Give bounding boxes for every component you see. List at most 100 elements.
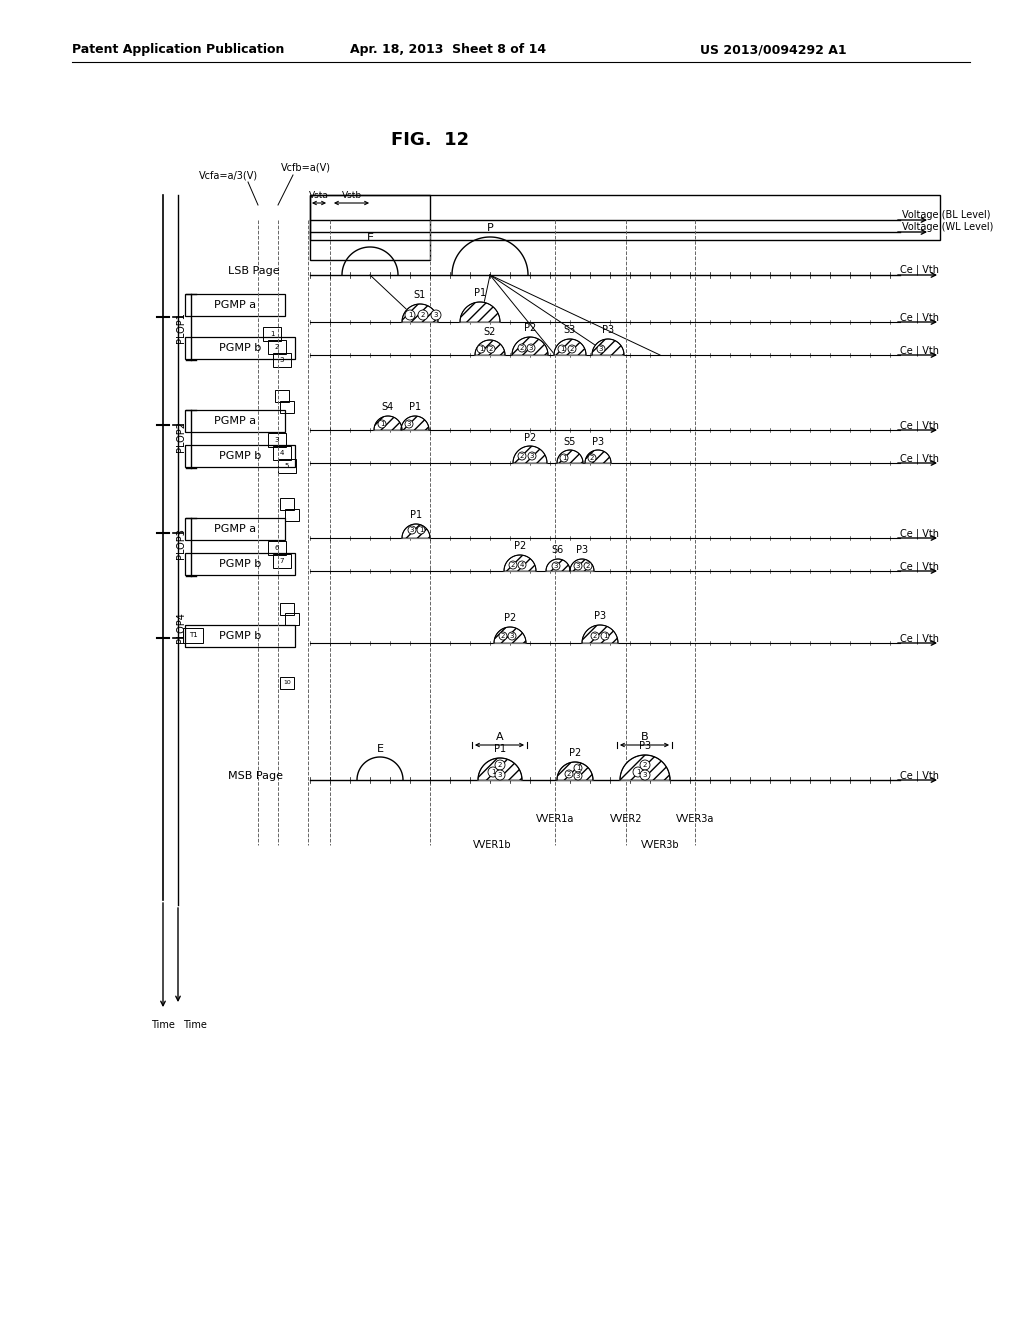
Polygon shape	[374, 416, 402, 430]
Bar	[280, 603, 294, 615]
Text: Ce | Vth: Ce | Vth	[900, 265, 939, 276]
Circle shape	[418, 310, 428, 319]
Text: VVER2: VVER2	[609, 814, 642, 824]
Circle shape	[574, 764, 582, 772]
Bar	[268, 433, 286, 447]
Text: 3: 3	[643, 772, 647, 777]
Circle shape	[509, 561, 517, 569]
Circle shape	[528, 451, 536, 459]
Text: 3: 3	[274, 437, 280, 444]
Text: 1: 1	[560, 346, 564, 352]
Polygon shape	[402, 524, 430, 539]
Text: 1: 1	[408, 312, 413, 318]
Text: PGMP b: PGMP b	[219, 558, 261, 569]
Text: 2: 2	[567, 771, 571, 777]
Polygon shape	[494, 627, 526, 643]
Text: 3: 3	[407, 421, 412, 426]
Text: 4: 4	[520, 562, 524, 568]
Text: Vsta: Vsta	[309, 191, 329, 201]
Polygon shape	[475, 341, 505, 355]
Polygon shape	[554, 339, 586, 355]
Bar	[280, 677, 294, 689]
Text: 3: 3	[575, 774, 581, 779]
Bar	[185, 294, 285, 315]
Text: P1: P1	[409, 403, 421, 412]
Text: Ce | Vth: Ce | Vth	[900, 529, 939, 540]
Bar	[185, 411, 285, 432]
Circle shape	[406, 310, 415, 319]
Text: 1: 1	[490, 770, 496, 775]
Text: 2: 2	[520, 453, 524, 459]
Text: VVER3a: VVER3a	[676, 814, 714, 824]
Text: PLOP1: PLOP1	[176, 313, 186, 343]
Circle shape	[406, 420, 413, 428]
Text: PGMP b: PGMP b	[219, 631, 261, 642]
Bar	[268, 541, 286, 554]
Bar	[185, 445, 295, 467]
Polygon shape	[546, 558, 570, 572]
Text: 1: 1	[562, 455, 566, 461]
Text: P3: P3	[575, 545, 588, 554]
Text: Ce | Vth: Ce | Vth	[900, 634, 939, 644]
Text: PLOP2: PLOP2	[176, 421, 186, 451]
Text: S5: S5	[564, 437, 577, 447]
Circle shape	[495, 760, 505, 770]
Bar	[278, 459, 296, 473]
Text: 7: 7	[280, 558, 285, 564]
Circle shape	[518, 561, 526, 569]
Text: P2: P2	[514, 541, 526, 550]
Bar	[280, 401, 294, 413]
Circle shape	[518, 345, 526, 352]
Text: P2: P2	[504, 612, 516, 623]
Text: VVER1b: VVER1b	[473, 840, 511, 850]
Polygon shape	[557, 450, 583, 463]
Circle shape	[431, 310, 441, 319]
Polygon shape	[401, 416, 429, 430]
Text: Ce | Vth: Ce | Vth	[900, 313, 939, 323]
Circle shape	[552, 562, 560, 570]
Text: Ce | Vth: Ce | Vth	[900, 421, 939, 432]
Circle shape	[584, 562, 592, 570]
Circle shape	[499, 632, 507, 640]
Text: T1: T1	[188, 632, 198, 638]
Text: P3: P3	[592, 437, 604, 447]
Text: Voltage (WL Level): Voltage (WL Level)	[902, 222, 993, 232]
Text: Ce | Vth: Ce | Vth	[900, 346, 939, 356]
Text: 2: 2	[498, 762, 502, 768]
Polygon shape	[592, 339, 624, 355]
Text: 3: 3	[510, 634, 514, 639]
Bar	[185, 624, 295, 647]
Bar	[185, 517, 285, 540]
Circle shape	[408, 525, 416, 535]
Text: 2: 2	[593, 634, 597, 639]
Text: P3: P3	[594, 611, 606, 620]
Text: S4: S4	[382, 403, 394, 412]
Polygon shape	[582, 624, 618, 643]
Text: PGMP b: PGMP b	[219, 451, 261, 461]
Text: Patent Application Publication: Patent Application Publication	[72, 44, 285, 57]
Bar	[185, 337, 295, 359]
Polygon shape	[478, 758, 522, 780]
Text: 2: 2	[421, 312, 425, 318]
Text: Time: Time	[152, 1020, 175, 1030]
Circle shape	[560, 454, 568, 462]
Circle shape	[508, 632, 516, 640]
Circle shape	[574, 772, 582, 780]
Bar	[185, 553, 295, 576]
Text: 2: 2	[274, 345, 280, 350]
Text: 3: 3	[498, 772, 502, 777]
Text: 1: 1	[575, 766, 581, 771]
Circle shape	[527, 345, 535, 352]
Circle shape	[518, 451, 526, 459]
Bar	[263, 327, 281, 341]
Polygon shape	[512, 337, 548, 355]
Text: P3: P3	[602, 325, 614, 335]
Text: E: E	[377, 744, 384, 754]
Bar	[310, 195, 430, 260]
Bar	[285, 612, 299, 624]
Text: 10: 10	[283, 680, 291, 685]
Text: PGMP a: PGMP a	[214, 300, 256, 310]
Text: Apr. 18, 2013  Sheet 8 of 14: Apr. 18, 2013 Sheet 8 of 14	[350, 44, 546, 57]
Text: Ce | Vth: Ce | Vth	[900, 562, 939, 573]
Circle shape	[487, 345, 495, 352]
